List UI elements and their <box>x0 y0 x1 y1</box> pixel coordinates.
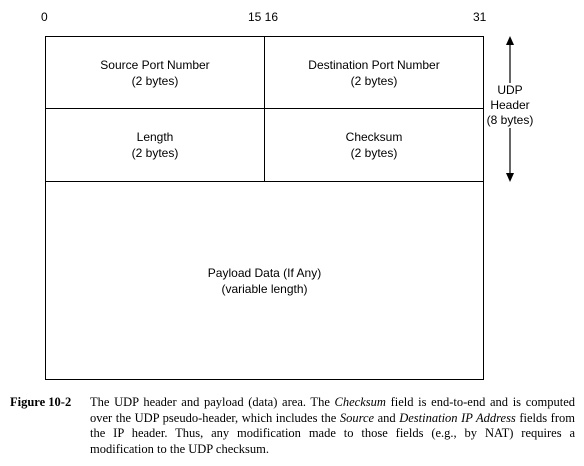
payload-name: Payload Data (If Any) <box>207 265 322 280</box>
udp-header-diagram: Source Port Number (2 bytes) Destination… <box>45 36 484 380</box>
length-name: Length <box>136 130 174 144</box>
caption-text-part2: field is end-to-end and is computed over… <box>90 395 575 425</box>
destination-port-size: (2 bytes) <box>350 73 398 88</box>
destination-port-name: Destination Port Number <box>308 57 440 72</box>
header-span-line1: UDP <box>497 83 523 97</box>
header-span-line2: Header <box>490 98 530 112</box>
source-port-name: Source Port Number <box>100 57 210 72</box>
caption-emphasis-checksum: Checksum <box>334 395 386 409</box>
length-field: Length (2 bytes) <box>46 109 265 182</box>
source-port-size: (2 bytes) <box>131 73 179 88</box>
caption-text-part3: and <box>374 410 400 425</box>
bit-label-31: 31 <box>473 10 487 24</box>
checksum-name: Checksum <box>345 130 403 144</box>
caption-emphasis-destination-ip-address: Destination IP Address <box>399 410 516 425</box>
payload-size: (variable length) <box>221 281 308 296</box>
header-span-label: UDP Header (8 bytes) <box>484 83 536 128</box>
checksum-size: (2 bytes) <box>350 146 398 160</box>
caption-emphasis-source: Source <box>339 410 375 425</box>
bit-label-0: 0 <box>41 10 48 24</box>
caption-text-part1: The UDP header and payload (data) area. … <box>90 395 335 409</box>
bit-label-15-16: 15 16 <box>248 10 279 24</box>
figure-caption: Figure 10-2 The UDP header and payload (… <box>10 395 575 457</box>
checksum-field: Checksum (2 bytes) <box>265 109 483 182</box>
length-size: (2 bytes) <box>131 146 179 160</box>
destination-port-field: Destination Port Number (2 bytes) <box>265 37 483 109</box>
header-span-line3: (8 bytes) <box>486 113 534 127</box>
source-port-field: Source Port Number (2 bytes) <box>46 37 265 109</box>
figure-number: Figure 10-2 <box>10 395 72 409</box>
caption-text-part4: fields from the IP header. Thus, any mod… <box>90 410 575 456</box>
payload-field: Payload Data (If Any) (variable length) <box>46 182 483 379</box>
caption-text: The UDP header and payload (data) area. … <box>90 395 575 457</box>
